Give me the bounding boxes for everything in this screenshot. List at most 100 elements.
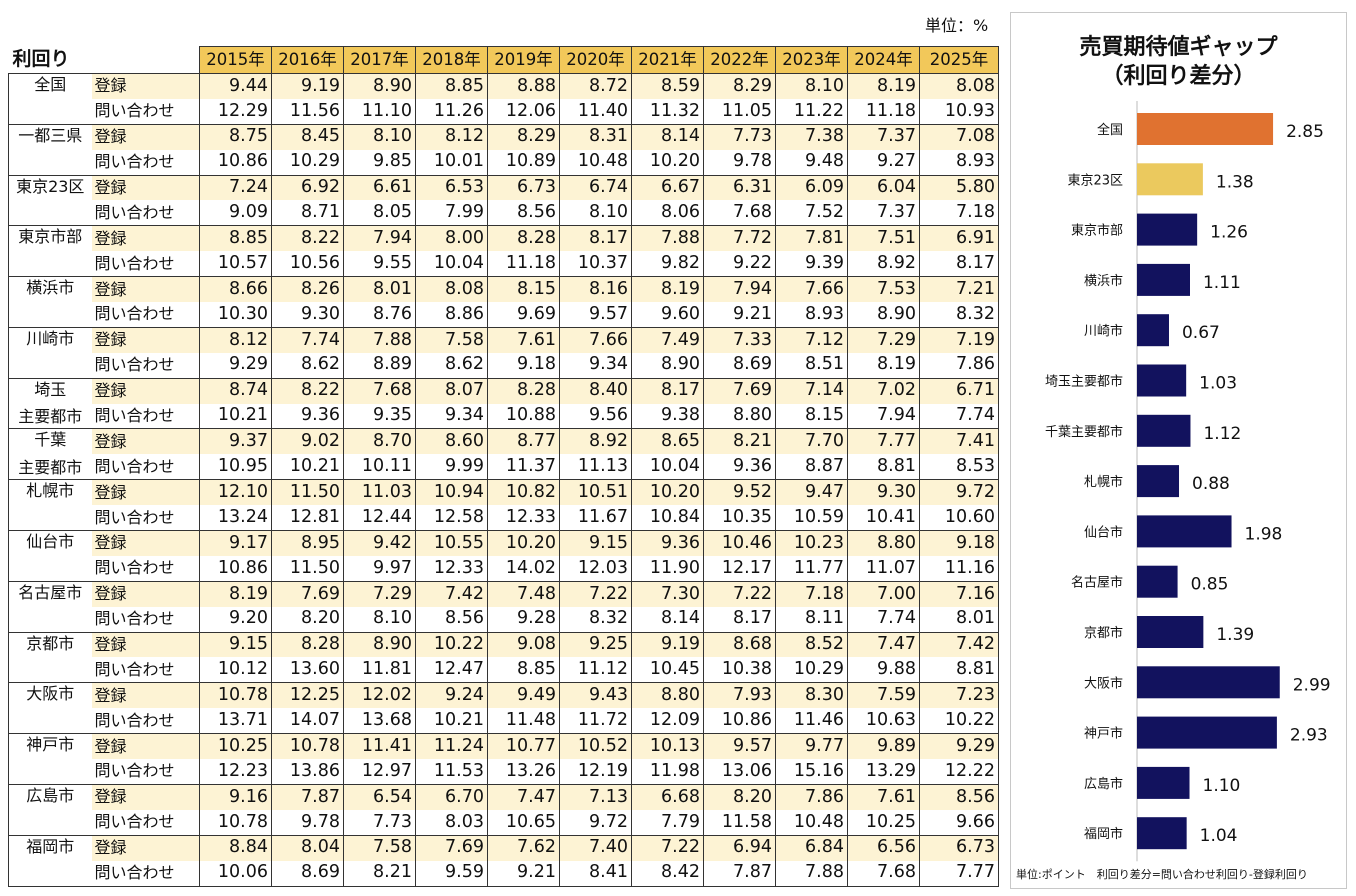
value-label: 2.99 xyxy=(1293,675,1331,695)
registration-yield-cell: 9.42 xyxy=(343,530,417,556)
inquiry-yield-cell: 11.56 xyxy=(271,98,345,125)
inquiry-yield-cell: 12.58 xyxy=(415,505,489,532)
table-row: 横浜市 登録 8.66 8.26 8.01 8.08 8.15 8.16 8.19 7.94 7.6… xyxy=(8,276,1000,328)
inquiry-yield-cell: 13.60 xyxy=(271,657,345,684)
registration-yield-cell: 7.00 xyxy=(847,581,921,607)
table-row: 問い合わせ 13.24 12.81 12.44 12.58 12.33 11.67 10.84… xyxy=(9,505,1000,532)
table-row: 主要都市 問い合わせ 10.21 9.36 9.35 9.34 10.88 9.56 9.38 8… xyxy=(8,403,1000,430)
registration-yield-cell: 6.71 xyxy=(919,378,1000,404)
registration-yield-cell: 7.08 xyxy=(919,124,1000,150)
row-type-registration: 登録 xyxy=(91,428,200,455)
table-row: 問い合わせ 13.71 14.07 13.68 10.21 11.48 11.72 12.09… xyxy=(9,708,1000,735)
value-label: 1.03 xyxy=(1199,374,1237,394)
row-type-inquiry: 問い合わせ xyxy=(91,555,200,582)
registration-yield-cell: 6.53 xyxy=(415,175,489,201)
inquiry-yield-cell: 12.17 xyxy=(703,555,777,582)
inquiry-yield-cell: 10.48 xyxy=(775,809,849,836)
registration-yield-cell: 11.41 xyxy=(343,733,417,760)
category-label: 千葉主要都市 xyxy=(1045,424,1123,440)
gap-bar xyxy=(1137,565,1178,598)
gap-bar xyxy=(1137,666,1280,699)
registration-yield-cell: 8.68 xyxy=(703,632,777,658)
inquiry-yield-cell: 9.56 xyxy=(559,403,633,430)
chart-subtitle: （利回り差分） xyxy=(1101,64,1256,89)
registration-yield-cell: 8.74 xyxy=(199,378,273,404)
region-name: 京都市 xyxy=(8,632,92,684)
inquiry-yield-cell: 11.26 xyxy=(415,98,489,125)
registration-yield-cell: 7.66 xyxy=(559,327,633,353)
registration-yield-cell: 6.94 xyxy=(703,835,777,861)
inquiry-yield-cell: 9.39 xyxy=(775,251,849,278)
registration-yield-cell: 7.48 xyxy=(487,581,561,607)
region-name: 広島市 xyxy=(8,784,92,836)
registration-yield-cell: 8.28 xyxy=(487,225,561,252)
registration-yield-cell: 8.26 xyxy=(271,276,345,303)
inquiry-yield-cell: 10.48 xyxy=(559,149,633,176)
registration-yield-cell: 9.15 xyxy=(559,530,633,556)
registration-yield-cell: 9.29 xyxy=(919,733,1000,760)
value-label: 1.12 xyxy=(1203,424,1241,444)
unit-label: 単位：% xyxy=(925,16,989,35)
registration-yield-cell: 9.18 xyxy=(919,530,1000,556)
inquiry-yield-cell: 12.44 xyxy=(343,505,417,532)
registration-yield-cell: 7.94 xyxy=(343,225,417,252)
row-type-inquiry: 問い合わせ xyxy=(91,149,200,176)
gap-bar xyxy=(1137,364,1187,397)
inquiry-yield-cell: 10.22 xyxy=(919,708,1000,735)
region-name: 川崎市 xyxy=(8,327,92,379)
value-label: 1.39 xyxy=(1216,625,1254,645)
registration-yield-cell: 8.60 xyxy=(415,428,489,455)
inquiry-yield-cell: 11.46 xyxy=(775,708,849,735)
registration-yield-cell: 6.67 xyxy=(631,175,705,201)
registration-yield-cell: 7.66 xyxy=(775,276,849,303)
chart-note: 単位:ポイント 利回り差分=問い合わせ利回り-登録利回り xyxy=(1016,868,1308,881)
inquiry-yield-cell: 9.85 xyxy=(343,149,417,176)
inquiry-yield-cell: 11.48 xyxy=(487,708,561,735)
value-label: 2.93 xyxy=(1290,726,1328,746)
registration-yield-cell: 8.84 xyxy=(199,835,273,861)
registration-yield-cell: 7.58 xyxy=(343,835,417,861)
registration-yield-cell: 8.19 xyxy=(847,73,921,99)
registration-yield-cell: 8.31 xyxy=(559,124,633,150)
inquiry-yield-cell: 8.10 xyxy=(559,200,633,227)
year-header: 2016年 xyxy=(271,46,345,74)
registration-yield-cell: 8.65 xyxy=(631,428,705,455)
region-name: 一都三県 xyxy=(8,124,92,176)
registration-yield-cell: 7.68 xyxy=(343,378,417,404)
inquiry-yield-cell: 10.86 xyxy=(199,555,273,582)
inquiry-yield-cell: 8.06 xyxy=(631,200,705,227)
inquiry-yield-cell: 14.02 xyxy=(487,555,561,582)
inquiry-yield-cell: 12.23 xyxy=(199,759,273,785)
inquiry-yield-cell: 9.57 xyxy=(559,302,633,328)
category-label: 札幌市 xyxy=(1084,474,1123,490)
registration-yield-cell: 7.42 xyxy=(919,632,1000,658)
inquiry-yield-cell: 7.68 xyxy=(703,200,777,227)
region-name: 東京市部 xyxy=(8,225,92,278)
inquiry-yield-cell: 9.36 xyxy=(703,454,777,481)
inquiry-yield-cell: 8.32 xyxy=(919,302,1000,328)
inquiry-yield-cell: 12.33 xyxy=(415,555,489,582)
row-type-inquiry: 問い合わせ xyxy=(91,98,200,125)
row-type-registration: 登録 xyxy=(91,632,200,658)
registration-yield-cell: 8.80 xyxy=(631,682,705,709)
inquiry-yield-cell: 8.56 xyxy=(415,606,489,633)
registration-yield-cell: 7.02 xyxy=(847,378,921,404)
year-header: 2021年 xyxy=(631,46,705,74)
category-label: 京都市 xyxy=(1084,625,1123,641)
inquiry-yield-cell: 10.57 xyxy=(199,251,273,278)
registration-yield-cell: 8.20 xyxy=(703,784,777,810)
registration-yield-cell: 9.37 xyxy=(199,428,273,455)
inquiry-yield-cell: 11.58 xyxy=(703,809,777,836)
inquiry-yield-cell: 8.17 xyxy=(919,251,1000,278)
registration-yield-cell: 9.44 xyxy=(199,73,273,99)
registration-yield-cell: 8.28 xyxy=(487,378,561,404)
registration-yield-cell: 11.03 xyxy=(343,479,417,506)
registration-yield-cell: 7.47 xyxy=(487,784,561,810)
region-name: 札幌市 xyxy=(8,479,92,532)
inquiry-yield-cell: 8.15 xyxy=(775,403,849,430)
registration-yield-cell: 9.77 xyxy=(775,733,849,760)
table-row: 川崎市 登録 8.12 7.74 7.88 7.58 7.61 7.66 7.49 7.33 7.1… xyxy=(8,327,1000,379)
registration-yield-cell: 7.61 xyxy=(847,784,921,810)
inquiry-yield-cell: 10.86 xyxy=(703,708,777,735)
table-row: 問い合わせ 9.20 8.20 8.10 8.56 9.28 8.32 8.14 8.17 8.1… xyxy=(9,606,1000,633)
